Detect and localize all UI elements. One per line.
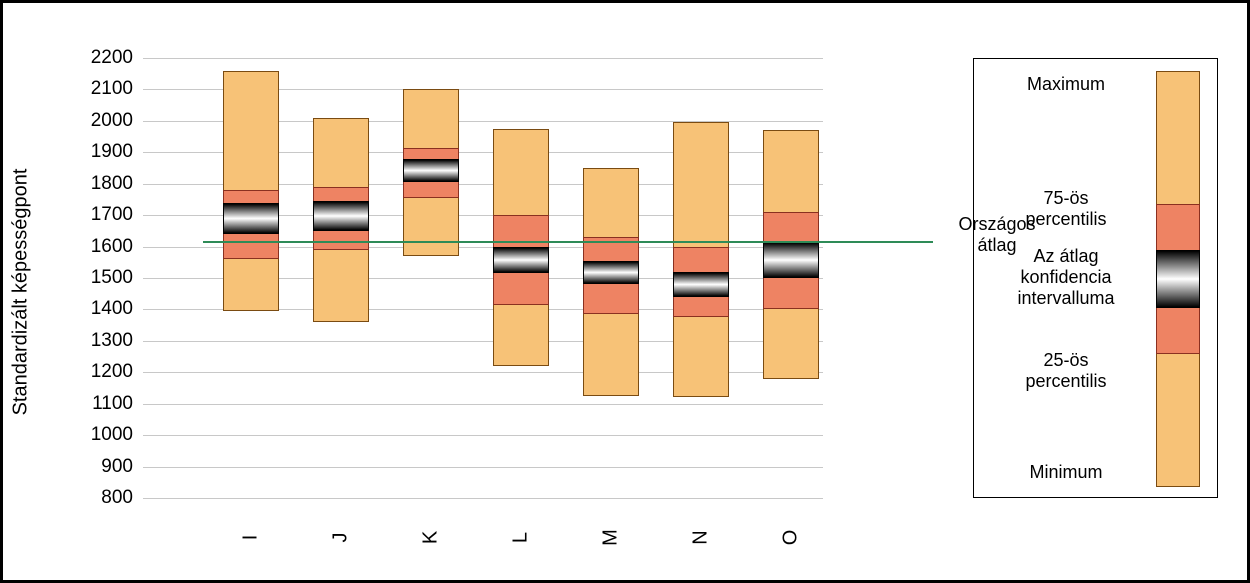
y-tick-label: 2000 bbox=[73, 110, 133, 132]
grid-line bbox=[143, 467, 823, 468]
y-tick-label: 2200 bbox=[73, 47, 133, 69]
y-tick-label: 1000 bbox=[73, 424, 133, 446]
y-tick-label: 1100 bbox=[73, 393, 133, 415]
box-ci bbox=[763, 242, 819, 278]
x-tick-label: K bbox=[420, 531, 443, 544]
box-ci bbox=[313, 201, 369, 231]
y-tick-label: 800 bbox=[73, 487, 133, 509]
chart-frame: Standardizált képességpont 8009001000110… bbox=[0, 0, 1250, 583]
legend-label-p25: 25-öspercentilis bbox=[984, 350, 1148, 392]
y-tick-label: 1800 bbox=[73, 173, 133, 195]
grid-line bbox=[143, 404, 823, 405]
legend-label-min: Minimum bbox=[984, 462, 1148, 483]
legend-label-max: Maximum bbox=[984, 74, 1148, 95]
box-ci bbox=[403, 159, 459, 183]
box-ci bbox=[223, 203, 279, 234]
x-tick-label: N bbox=[690, 530, 713, 544]
y-tick-label: 1700 bbox=[73, 204, 133, 226]
reference-line-label: Országosátlag bbox=[937, 214, 1057, 256]
box-ci bbox=[673, 272, 729, 297]
y-tick-label: 1400 bbox=[73, 298, 133, 320]
plot-area: 8009001000110012001300140015001600170018… bbox=[143, 58, 823, 498]
y-tick-label: 2100 bbox=[73, 78, 133, 100]
y-tick-label: 1500 bbox=[73, 267, 133, 289]
y-tick-label: 1200 bbox=[73, 361, 133, 383]
reference-line bbox=[203, 241, 933, 243]
x-tick-label: I bbox=[240, 535, 263, 541]
y-tick-label: 1900 bbox=[73, 141, 133, 163]
x-tick-label: L bbox=[510, 532, 533, 543]
box-ci bbox=[583, 261, 639, 285]
box-ci bbox=[493, 247, 549, 274]
x-tick-label: O bbox=[780, 530, 803, 546]
x-tick-label: J bbox=[330, 533, 353, 543]
x-tick-label: M bbox=[600, 529, 623, 546]
y-tick-label: 1300 bbox=[73, 330, 133, 352]
y-axis-label: Standardizált képességpont bbox=[10, 168, 33, 415]
grid-line bbox=[143, 58, 823, 59]
legend-box: Maximum75-öspercentilisAz átlagkonfidenc… bbox=[973, 58, 1218, 498]
grid-line bbox=[143, 435, 823, 436]
y-tick-label: 900 bbox=[73, 456, 133, 478]
grid-line bbox=[143, 498, 823, 499]
y-tick-label: 1600 bbox=[73, 236, 133, 258]
legend-box-ci bbox=[1156, 250, 1200, 308]
